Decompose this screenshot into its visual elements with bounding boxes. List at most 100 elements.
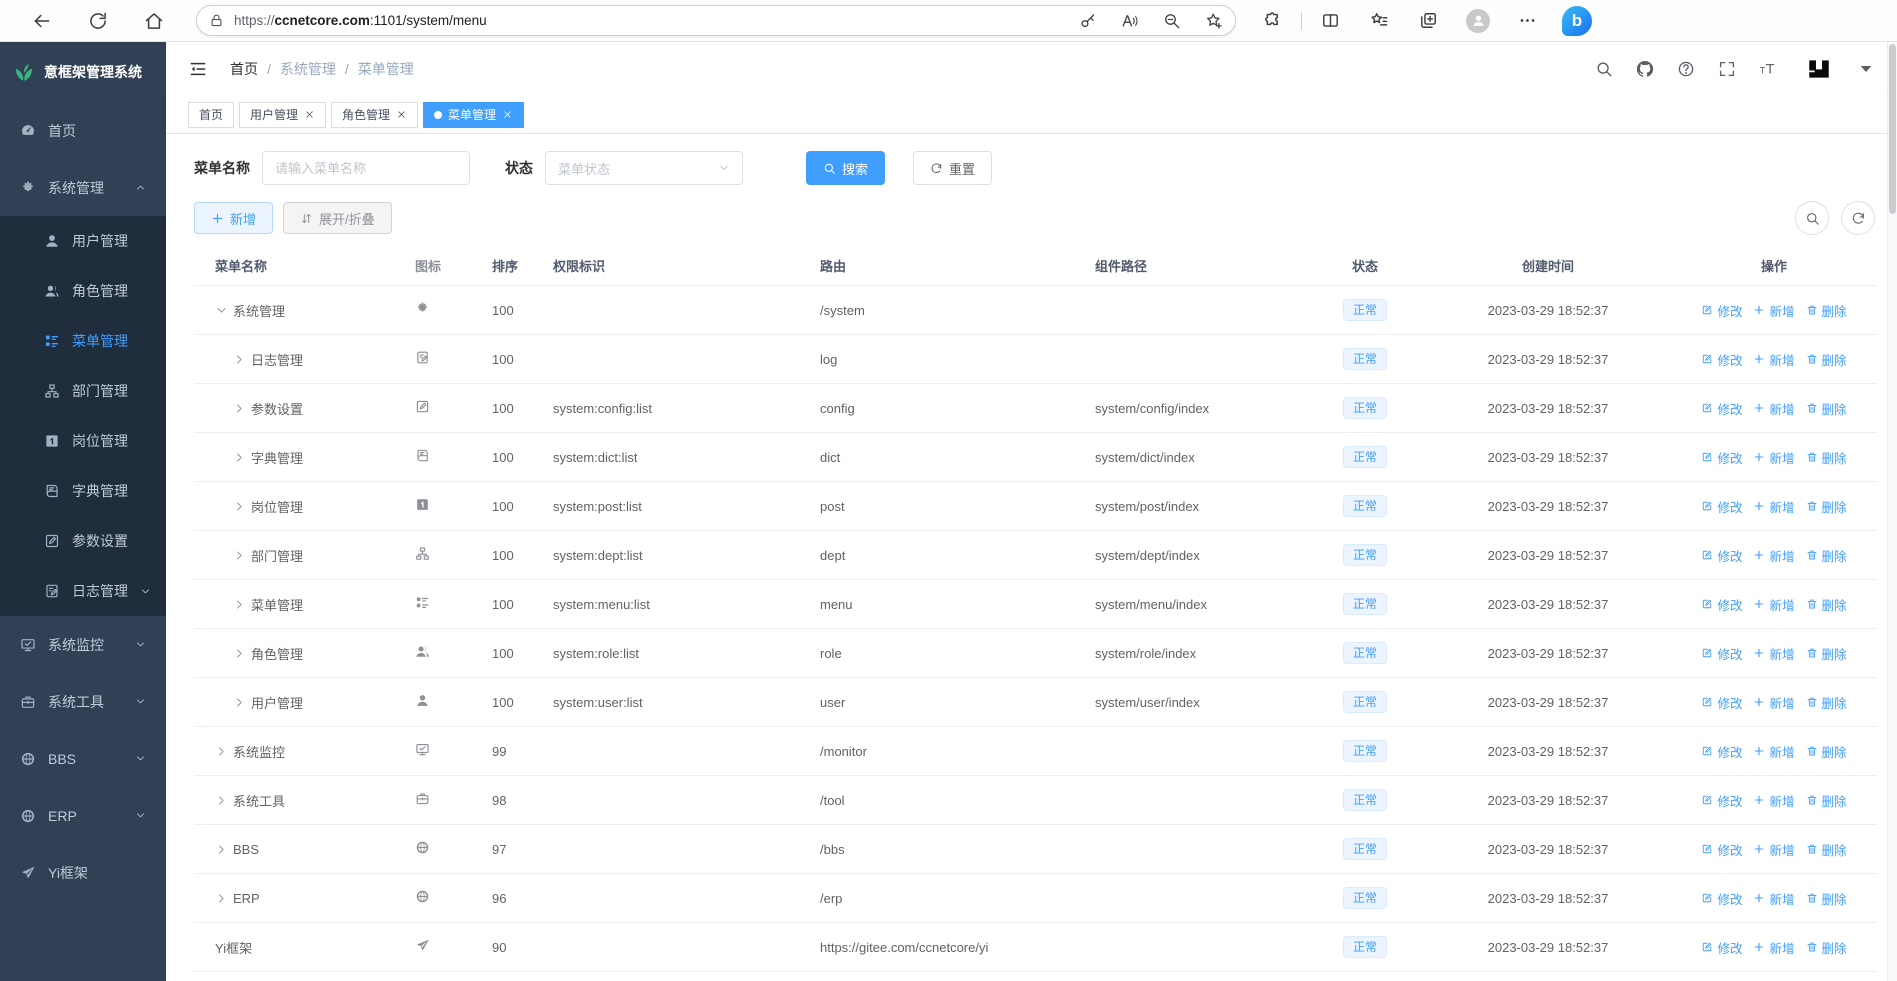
tab-用户管理[interactable]: 用户管理 [239, 101, 327, 128]
sidebar-item-系统管理[interactable]: 系统管理 [0, 159, 166, 216]
row-action-新增[interactable]: 新增 [1753, 742, 1795, 761]
row-action-修改[interactable]: 修改 [1701, 889, 1742, 908]
row-expand-icon[interactable] [233, 353, 246, 366]
close-icon[interactable] [396, 109, 407, 120]
sidebar-item-Yi框架[interactable]: Yi框架 [0, 844, 166, 901]
row-action-删除[interactable]: 删除 [1806, 938, 1847, 957]
show-search-button[interactable] [1795, 201, 1829, 235]
more-menu-icon[interactable] [1518, 11, 1537, 30]
row-action-删除[interactable]: 删除 [1806, 399, 1847, 418]
row-action-删除[interactable]: 删除 [1806, 644, 1847, 663]
collections-icon[interactable] [1419, 11, 1438, 30]
sidebar-item-参数设置[interactable]: 参数设置 [0, 516, 166, 566]
row-action-删除[interactable]: 删除 [1806, 791, 1847, 810]
row-action-修改[interactable]: 修改 [1701, 938, 1742, 957]
password-icon[interactable] [1079, 12, 1097, 30]
row-action-修改[interactable]: 修改 [1701, 840, 1742, 859]
row-expand-icon[interactable] [233, 549, 246, 562]
row-expand-icon[interactable] [215, 304, 228, 317]
breadcrumb-system[interactable]: 系统管理 [279, 61, 336, 77]
row-action-删除[interactable]: 删除 [1806, 301, 1847, 320]
expand-collapse-button[interactable]: 展开/折叠 [283, 202, 392, 234]
sidebar-item-角色管理[interactable]: 角色管理 [0, 266, 166, 316]
address-bar[interactable]: https://ccnetcore.com:1101/system/menu [196, 5, 1236, 36]
sidebar-item-BBS[interactable]: BBS [0, 730, 166, 787]
refresh-table-button[interactable] [1841, 201, 1875, 235]
row-action-修改[interactable]: 修改 [1701, 350, 1742, 369]
row-action-修改[interactable]: 修改 [1701, 595, 1742, 614]
row-action-删除[interactable]: 删除 [1806, 693, 1847, 712]
sidebar-item-系统工具[interactable]: 系统工具 [0, 673, 166, 730]
row-action-修改[interactable]: 修改 [1701, 693, 1742, 712]
user-logo[interactable] [1806, 56, 1832, 82]
scrollbar-thumb[interactable] [1889, 44, 1896, 214]
search-button[interactable]: 搜索 [806, 151, 886, 185]
row-action-新增[interactable]: 新增 [1753, 595, 1795, 614]
row-expand-icon[interactable] [233, 451, 246, 464]
menu-name-input[interactable] [262, 151, 470, 185]
row-expand-icon[interactable] [233, 500, 246, 513]
row-action-新增[interactable]: 新增 [1753, 693, 1795, 712]
tab-角色管理[interactable]: 角色管理 [331, 101, 419, 128]
row-expand-icon[interactable] [233, 647, 246, 660]
favorites-icon[interactable] [1370, 11, 1389, 30]
row-action-删除[interactable]: 删除 [1806, 448, 1847, 467]
row-expand-icon[interactable] [215, 745, 228, 758]
row-action-修改[interactable]: 修改 [1701, 301, 1742, 320]
github-icon[interactable] [1636, 60, 1654, 78]
row-action-修改[interactable]: 修改 [1701, 791, 1742, 810]
row-expand-icon[interactable] [215, 892, 228, 905]
row-action-修改[interactable]: 修改 [1701, 399, 1742, 418]
add-button[interactable]: 新增 [194, 202, 274, 234]
row-action-新增[interactable]: 新增 [1753, 546, 1795, 565]
tab-菜单管理[interactable]: 菜单管理 [423, 101, 525, 128]
row-action-删除[interactable]: 删除 [1806, 546, 1847, 565]
row-action-新增[interactable]: 新增 [1753, 350, 1795, 369]
row-action-删除[interactable]: 删除 [1806, 742, 1847, 761]
user-caret-icon[interactable] [1857, 60, 1875, 78]
row-expand-icon[interactable] [215, 843, 228, 856]
row-action-修改[interactable]: 修改 [1701, 448, 1742, 467]
breadcrumb-home[interactable]: 首页 [230, 61, 258, 77]
browser-back-icon[interactable] [32, 11, 52, 31]
row-action-新增[interactable]: 新增 [1753, 840, 1795, 859]
zoom-out-icon[interactable] [1163, 12, 1181, 30]
sidebar-item-菜单管理[interactable]: 菜单管理 [0, 316, 166, 366]
help-icon[interactable] [1677, 60, 1695, 78]
url-text[interactable]: https://ccnetcore.com:1101/system/menu [234, 13, 487, 28]
row-action-修改[interactable]: 修改 [1701, 546, 1742, 565]
row-action-删除[interactable]: 删除 [1806, 840, 1847, 859]
row-action-删除[interactable]: 删除 [1806, 497, 1847, 516]
row-action-修改[interactable]: 修改 [1701, 497, 1742, 516]
sidebar-item-用户管理[interactable]: 用户管理 [0, 216, 166, 266]
bing-icon[interactable]: b [1562, 5, 1592, 36]
row-action-删除[interactable]: 删除 [1806, 889, 1847, 908]
row-expand-icon[interactable] [215, 794, 228, 807]
fullscreen-icon[interactable] [1718, 60, 1736, 78]
row-action-新增[interactable]: 新增 [1753, 938, 1795, 957]
sidebar-item-首页[interactable]: 首页 [0, 102, 166, 159]
close-icon[interactable] [304, 109, 315, 120]
close-icon[interactable] [502, 109, 513, 120]
row-action-新增[interactable]: 新增 [1753, 448, 1795, 467]
browser-home-icon[interactable] [144, 11, 164, 31]
reset-button[interactable]: 重置 [913, 151, 993, 185]
tab-首页[interactable]: 首页 [188, 101, 235, 128]
sidebar-item-系统监控[interactable]: 系统监控 [0, 616, 166, 673]
favorite-add-icon[interactable] [1205, 12, 1223, 30]
sidebar-item-ERP[interactable]: ERP [0, 787, 166, 844]
sidebar-item-日志管理[interactable]: 日志管理 [0, 566, 166, 616]
row-action-删除[interactable]: 删除 [1806, 350, 1847, 369]
header-search-icon[interactable] [1595, 60, 1613, 78]
status-select[interactable]: 菜单状态 [545, 151, 743, 185]
read-aloud-icon[interactable] [1121, 12, 1139, 30]
extensions-icon[interactable] [1263, 11, 1282, 30]
sidebar-item-岗位管理[interactable]: 岗位管理 [0, 416, 166, 466]
browser-reload-icon[interactable] [88, 11, 108, 31]
sidebar-item-部门管理[interactable]: 部门管理 [0, 366, 166, 416]
row-action-修改[interactable]: 修改 [1701, 742, 1742, 761]
sidebar-item-字典管理[interactable]: 字典管理 [0, 466, 166, 516]
row-expand-icon[interactable] [233, 696, 246, 709]
row-action-新增[interactable]: 新增 [1753, 791, 1795, 810]
